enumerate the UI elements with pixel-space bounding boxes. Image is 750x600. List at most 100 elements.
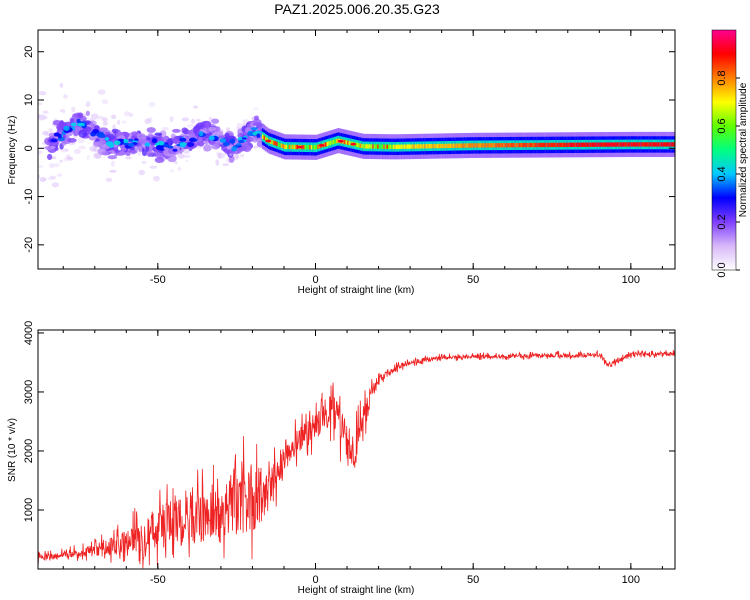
spectrogram-blob xyxy=(86,154,90,161)
spectrogram-ridge-core xyxy=(452,143,455,148)
spectrogram-ridge-core xyxy=(495,143,498,148)
spectrogram-ridge-core xyxy=(515,142,518,148)
spectrogram-blob xyxy=(211,143,220,150)
spectrogram-ridge-core xyxy=(422,144,425,149)
colorbar-gradient xyxy=(711,29,737,271)
spectrogram-ridge-core xyxy=(645,142,647,147)
spectrogram-ridge-core xyxy=(627,142,630,147)
spectrogram-blob xyxy=(154,132,163,136)
spectrogram-blob xyxy=(250,127,258,131)
spectrogram-blob xyxy=(253,145,258,149)
spectrogram-blob xyxy=(59,109,63,112)
spectrogram-ridge-core xyxy=(659,142,662,147)
spectrogram-blob xyxy=(240,153,245,158)
spectrogram-ridge-core xyxy=(552,142,554,148)
spectrogram-ridge-core xyxy=(413,144,416,149)
spectrogram-ridge-core xyxy=(539,142,542,148)
snr-y-label: SNR (10 * v/v) xyxy=(7,418,18,482)
spectrogram-ridge-core xyxy=(490,143,493,148)
spectrogram-peak xyxy=(296,145,303,149)
spectrogram-blob xyxy=(246,131,255,137)
spectrogram-blob xyxy=(225,149,234,154)
spectrogram-ridge-core xyxy=(463,143,466,148)
spectrogram-ridge-core xyxy=(596,142,598,147)
spectrogram-ridge-core xyxy=(347,140,349,145)
spectrogram-ridge-core xyxy=(567,142,570,147)
spectrogram-ridge-core xyxy=(307,145,310,150)
spectrogram-blob xyxy=(128,112,134,118)
spectrogram-ridge-core xyxy=(474,143,477,148)
spectrogram-y-label: Frequency (Hz) xyxy=(7,116,18,185)
spectrogram-blob xyxy=(229,138,236,144)
spectrogram-ridge-core xyxy=(457,143,460,148)
spectrogram-ridge-core xyxy=(425,144,428,149)
spectrogram-blob xyxy=(138,145,143,152)
spectrogram-blob xyxy=(113,140,121,146)
spectrogram-blob xyxy=(90,113,99,120)
spectrogram-blob xyxy=(78,145,87,150)
spectrogram-ridge-core xyxy=(566,142,569,147)
spectrogram-ridge-core xyxy=(291,144,294,150)
spectrogram-ridge-core xyxy=(427,144,430,149)
spectrogram-blob xyxy=(181,127,188,134)
spectrogram-ridge-core xyxy=(578,142,581,147)
spectrogram-blob xyxy=(153,149,159,157)
spectrogram-ridge-core xyxy=(540,142,543,148)
spectrogram-ridge-core xyxy=(318,144,321,149)
spectrogram-blob xyxy=(121,120,127,124)
spectrogram-ridge-core xyxy=(533,142,535,148)
spectrogram-ridge-core xyxy=(482,143,485,148)
spectrogram-ridge-core xyxy=(279,142,282,148)
spectrogram-ridge-core xyxy=(531,142,534,148)
spectrogram-ridge-core xyxy=(611,142,614,147)
spectrogram-ridge-core xyxy=(604,142,606,147)
spectrogram-ridge-core xyxy=(444,143,447,149)
spectrogram-peak xyxy=(337,139,344,143)
colorbar-tick-label: 0.4 xyxy=(716,166,728,181)
spectrogram-ridge-core xyxy=(492,143,494,148)
spectrogram-ridge-core xyxy=(663,142,666,147)
spectrogram-ridge-core xyxy=(312,145,315,150)
colorbar-tick-label: 0.2 xyxy=(716,214,728,229)
spectrogram-ridge-core xyxy=(369,144,371,149)
spectrogram-ridge-core xyxy=(572,142,575,147)
spectrogram-ridge-core xyxy=(436,143,439,149)
spectrogram-ridge-core xyxy=(662,142,665,147)
figure-title: PAZ1.2025.006.20.35.G23 xyxy=(274,1,440,17)
spectrogram-ridge-core xyxy=(435,143,438,149)
spectrogram-ridge-core xyxy=(649,142,652,147)
spectrogram-blob xyxy=(48,162,55,169)
spectrogram-ridge-core xyxy=(517,142,520,148)
spectrogram-ridge-core xyxy=(512,142,515,148)
spectrogram-x-tick-label: -50 xyxy=(150,274,166,286)
spectrogram-ridge-core xyxy=(400,144,403,149)
spectrogram-ridge-core xyxy=(287,144,289,150)
spectrogram-ridge-core xyxy=(446,143,449,149)
spectrogram-blob xyxy=(146,149,154,157)
spectrogram-blob xyxy=(67,138,77,143)
spectrogram-blob xyxy=(172,136,180,144)
spectrogram-ridge-core xyxy=(309,145,311,150)
spectrogram-ridge-core xyxy=(326,141,329,147)
spectrogram-ridge-core xyxy=(504,143,507,148)
spectrogram-ridge-core xyxy=(580,142,583,147)
spectrogram-blob xyxy=(133,138,139,141)
spectrogram-ridge-core xyxy=(626,142,628,147)
spectrogram-ridge-core xyxy=(544,142,546,148)
spectrogram-blob xyxy=(171,128,181,133)
spectrogram-ridge-core xyxy=(536,142,539,148)
spectrogram-ridge-core xyxy=(585,142,587,147)
spectrogram-ridge-core xyxy=(454,143,457,148)
spectrogram-blob xyxy=(110,114,117,120)
spectrogram-blob xyxy=(236,155,240,159)
spectrogram-blob xyxy=(50,175,57,180)
spectrogram-ridge-core xyxy=(384,144,387,149)
spectrogram-ridge-core xyxy=(295,144,297,150)
spectrogram-ridge-core xyxy=(534,142,537,148)
spectrogram-ridge-core xyxy=(548,142,551,148)
spectrogram-ridge-core xyxy=(525,142,528,148)
spectrogram-peak xyxy=(318,143,325,147)
spectrogram-blob xyxy=(183,154,191,159)
spectrogram-blob xyxy=(110,160,115,167)
spectrogram-blob xyxy=(76,122,85,127)
